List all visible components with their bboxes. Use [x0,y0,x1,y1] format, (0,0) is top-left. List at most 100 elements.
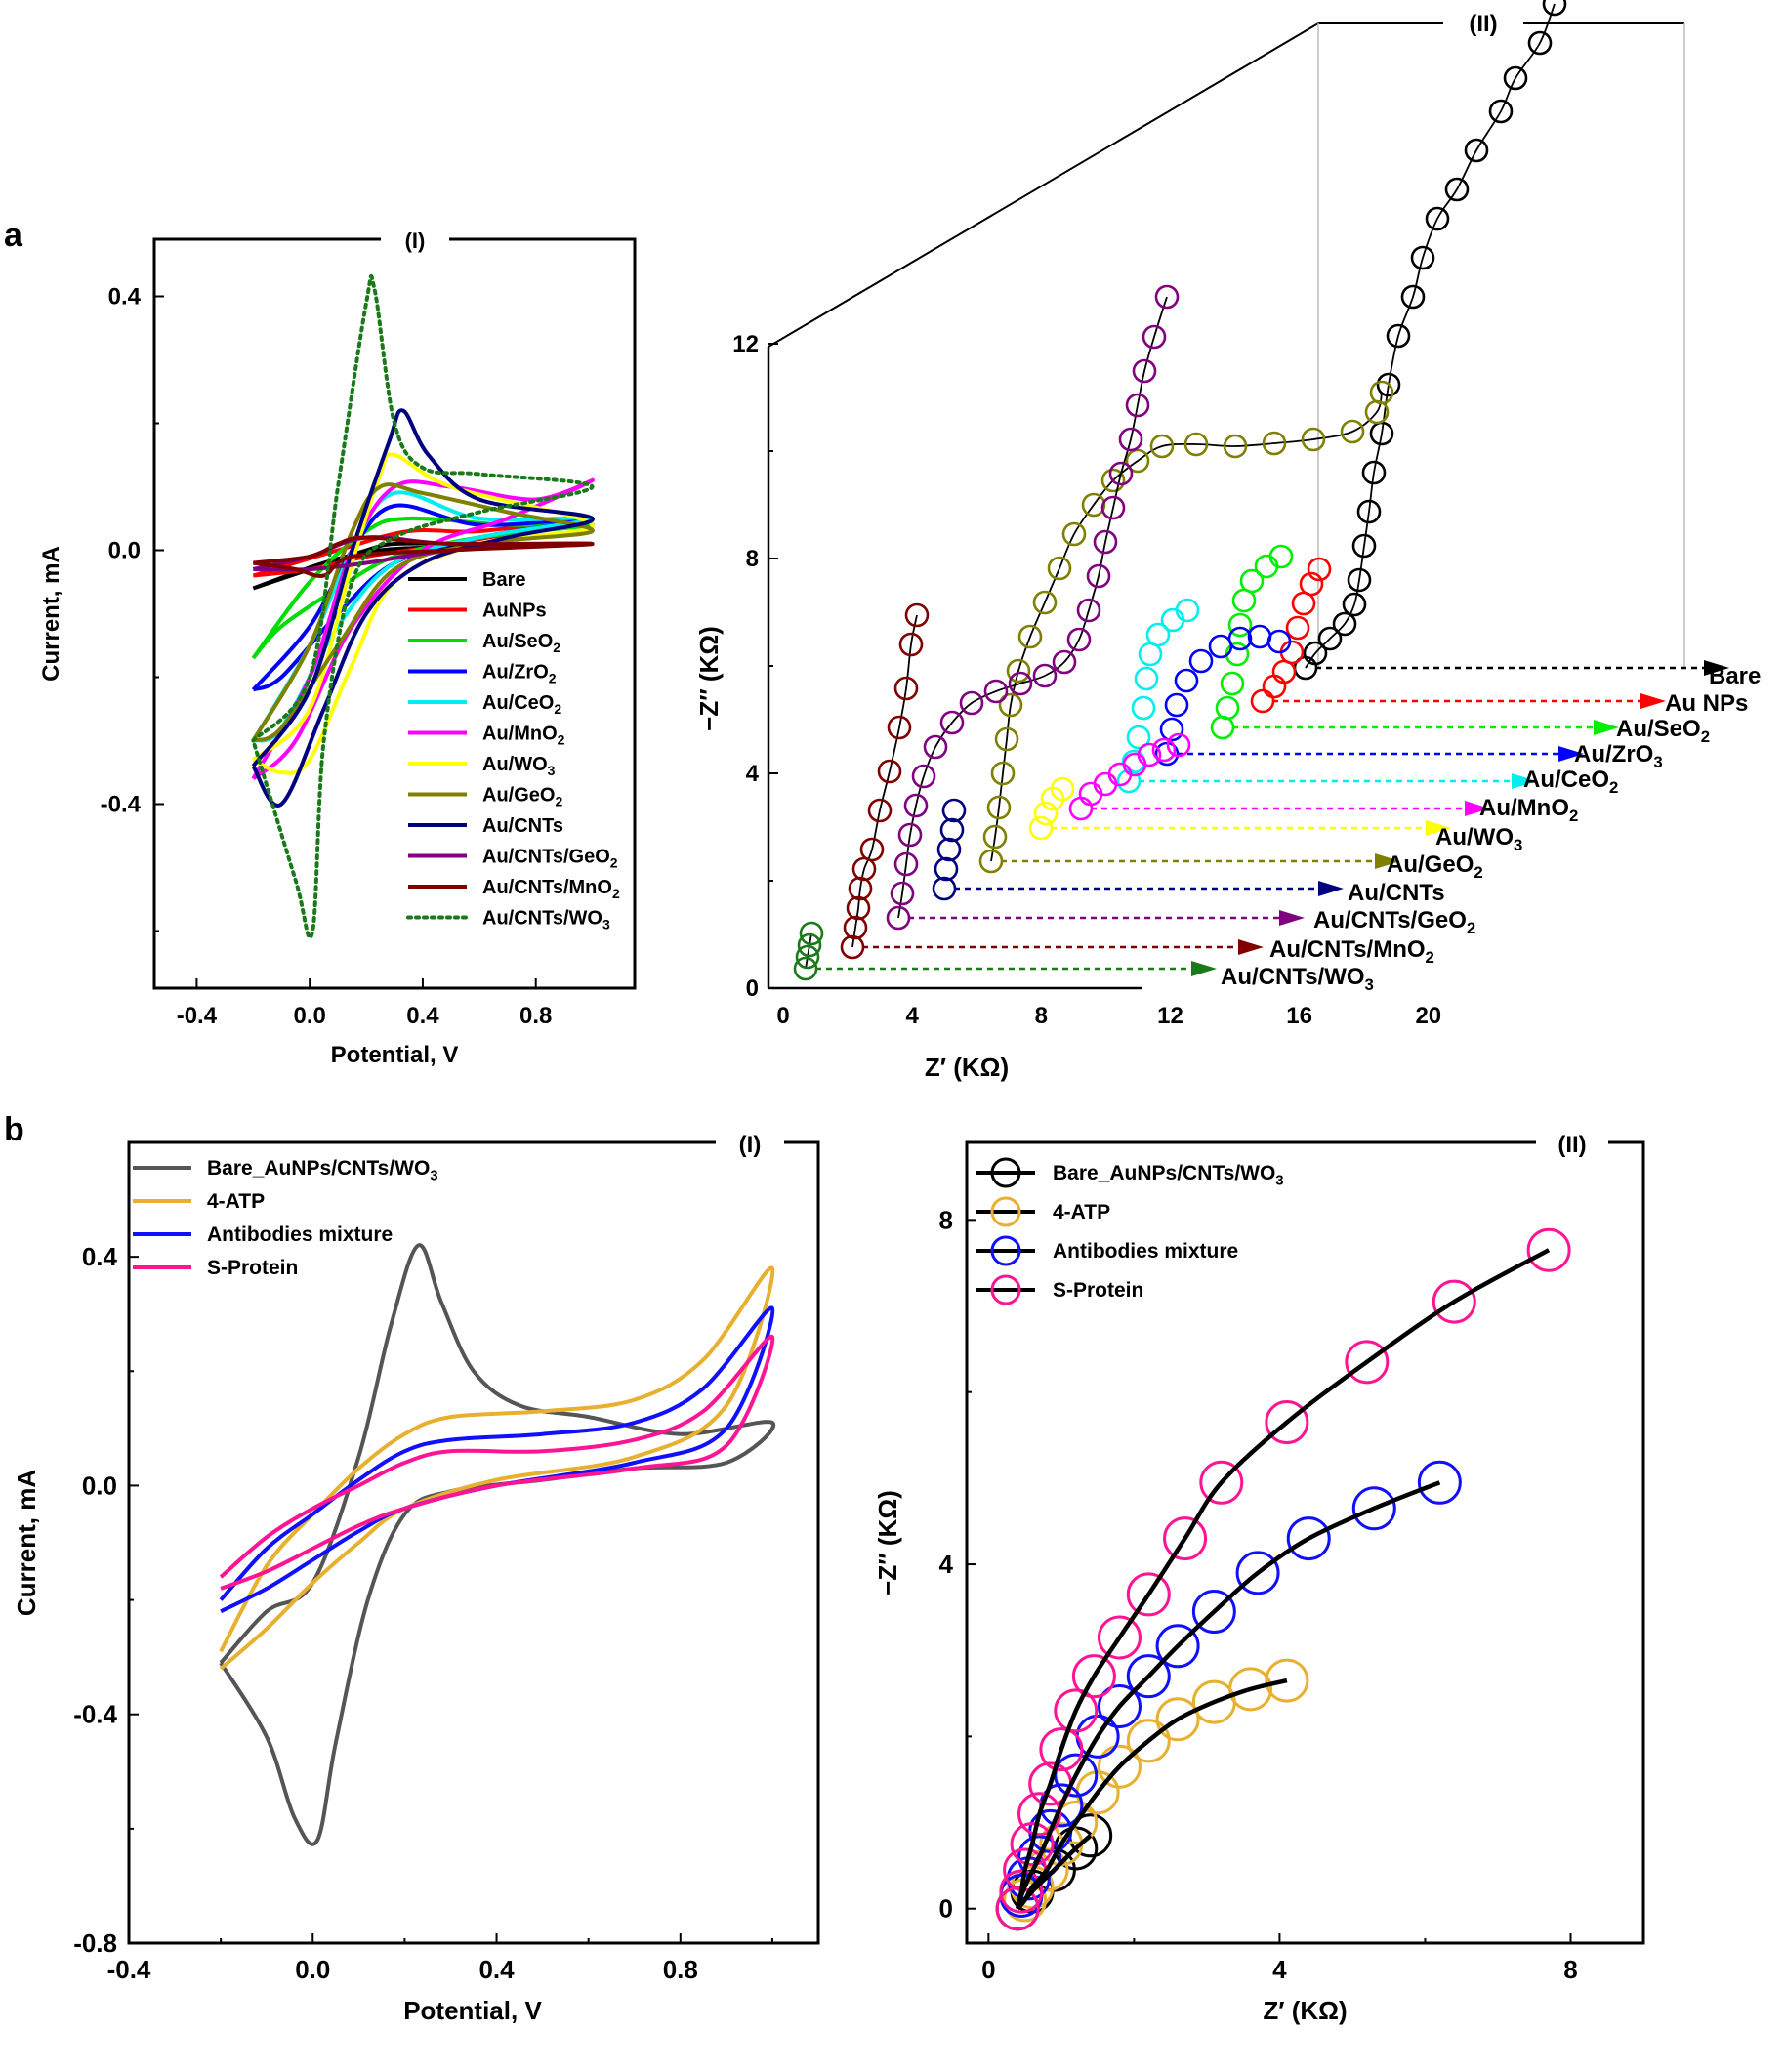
nyquist-point [1265,1658,1309,1703]
nyquist-point [1155,1624,1200,1669]
x-tick-label: 0 [776,1003,789,1029]
eis-series-4 [1154,624,1584,767]
plot-frame [965,1140,1645,1945]
eis-point [795,944,820,970]
nyquist-point [1417,1460,1462,1505]
nyquist-point [1126,1719,1171,1763]
eis-series-label: Au NPs [1665,690,1748,717]
nyquist-point [1199,1460,1244,1505]
legend-label: AuNPs [482,601,547,622]
eis-point [797,932,822,958]
eis-series-3 [1210,544,1619,740]
legend-marker [990,1235,1021,1266]
eis-point [1291,591,1316,616]
eis-series-1 [1293,0,1729,681]
eis-point [1100,495,1126,520]
eis-point [1262,674,1287,699]
eis-point [1317,626,1343,651]
legend-label: Au/ZrO2 [482,662,557,686]
eis-point [1188,648,1214,674]
x-tick-label: 20 [1415,1003,1441,1029]
eis-arrow-head [1426,820,1451,836]
x-tick-label: 4 [1272,1955,1287,1984]
legend-label: Bare_AuNPs/CNTs/WO3 [1053,1162,1284,1188]
nyquist-point [999,1869,1044,1914]
legend-label: Au/CeO2 [482,692,561,717]
x-tick-label: 16 [1286,1003,1312,1029]
nyquist-point [1097,1744,1142,1789]
legend-marker [990,1157,1021,1188]
nyquist-point [1191,1590,1236,1635]
eis-point [1132,358,1157,384]
y-tick-label: -0.4 [73,1700,117,1729]
eis-point [846,895,871,921]
x-tick-label: 0.0 [293,1003,325,1029]
eis-point [793,956,818,981]
x-tick-label: 0.8 [663,1955,698,1984]
eis-point [1131,695,1156,721]
eis-point [982,824,1008,850]
eis-point [1033,801,1059,826]
eis-point [1142,324,1167,350]
eis-arrow-head [1704,660,1729,676]
cv-curve-4 [219,1335,775,1591]
eis-point [1126,725,1151,750]
eis-point [1227,612,1253,638]
legend-label: Au/CNTs/MnO2 [482,877,620,901]
eis-arrow-head [1238,939,1264,955]
panel-tag: (I) [405,228,426,253]
nyquist-point [1126,1654,1171,1699]
title-gap [1443,12,1523,35]
eis-point [1231,588,1257,613]
legend-label: Antibodies mixture [207,1223,393,1246]
eis-point [939,710,965,735]
eis-point [1017,624,1043,649]
y-tick-label: 8 [939,1205,953,1234]
eis-series-9 [932,798,1344,901]
panel-b2-nyquist: (II) 0 4 8 0 4 8 Z′ (KΩ) −Z″ (KΩ) Bare_AuNPs/CNTs… [873,1132,1645,2025]
plot-frame [152,237,637,990]
eis-point [978,849,1004,874]
eis-point [1159,717,1184,742]
eis-point [1052,649,1077,675]
nyquist-point [1010,1822,1055,1867]
nyquist-fit-line [1016,1678,1288,1911]
eis-point [1342,592,1367,617]
eis-point [1307,557,1332,582]
legend-label: S-Protein [1053,1279,1143,1302]
eis-point [1006,658,1031,684]
eis-point [911,764,936,789]
legend-label: Bare_AuNPs/CNTs/WO3 [207,1157,438,1183]
eis-point [1093,529,1118,555]
panel-tag: (II) [1557,1132,1586,1158]
eis-point [1050,776,1075,802]
eis-point [859,837,885,862]
x-tick-label: 8 [1035,1003,1048,1029]
eis-point [1061,521,1087,547]
eis-point [1488,99,1514,124]
eis-point [1247,624,1272,649]
eis-point [932,876,957,901]
x-tick-label: -0.4 [107,1955,151,1984]
eis-point [1145,622,1171,647]
nyquist-point [1432,1279,1476,1324]
eis-point [941,798,967,823]
eis-point [1164,692,1189,718]
nyquist-point [1054,1688,1099,1733]
eis-point [934,856,959,882]
x-tick-label: 0.4 [406,1003,439,1029]
y-tick-label: -0.8 [73,1928,117,1958]
title-gap [716,1133,784,1152]
eis-series-label: Au/ZrO3 [1574,741,1663,771]
y-tick-label: 0.4 [108,284,142,311]
eis-arrow-head [1191,961,1217,976]
x-axis-label: Potential, V [403,1996,542,2025]
eis-arrow-head [1594,720,1619,735]
eis-point [983,679,1009,704]
legend-label: Au/CNTs [482,815,563,837]
nyquist-point [1071,1654,1116,1699]
eis-point [1068,796,1094,821]
nyquist-point [1126,1572,1171,1617]
legend-label: Au/CNTs/WO3 [482,908,610,932]
